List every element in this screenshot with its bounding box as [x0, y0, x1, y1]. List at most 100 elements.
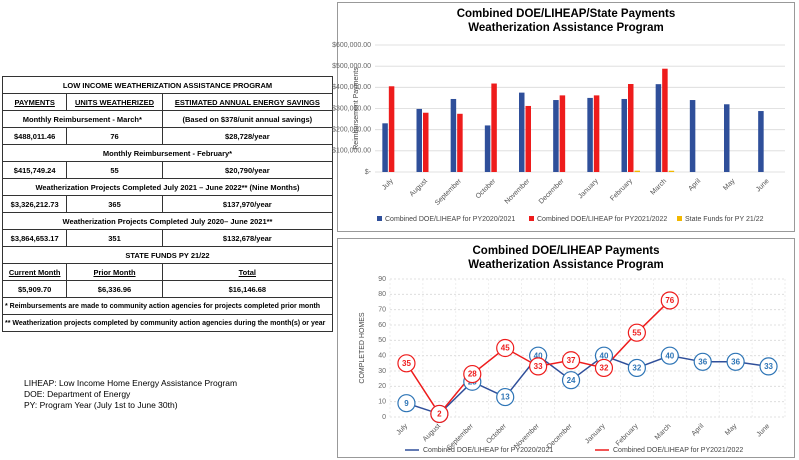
legend-label: Combined DOE/LIHEAP for PY2020/2021: [423, 447, 553, 454]
data-label: 37: [567, 356, 576, 365]
data-label: 36: [731, 357, 740, 366]
y-tick-label: 10: [378, 399, 386, 406]
note: PY: Program Year (July 1st to June 30th): [24, 400, 178, 410]
data-label: 45: [501, 344, 510, 353]
bar: [519, 92, 525, 172]
legend-swatch: [529, 216, 534, 221]
point-marker: [430, 404, 449, 424]
bar: [382, 123, 388, 172]
data-label: 32: [600, 364, 609, 373]
y-tick-label: $400,000.00: [332, 84, 371, 91]
bar: [587, 97, 593, 172]
bar: [525, 105, 531, 172]
y-tick-label: $100,000.00: [332, 148, 371, 155]
legend-label: Combined DOE/LIHEAP for PY2020/2021: [385, 216, 515, 223]
point-marker: [627, 358, 646, 378]
y-tick-label: 80: [378, 291, 386, 298]
bar: [655, 84, 662, 172]
point-marker: [496, 387, 515, 407]
table-row: $3,864,653.17 351 $132,678/year: [1, 229, 334, 247]
bar: [416, 108, 422, 172]
data-label: 28: [468, 370, 477, 379]
bar: [593, 95, 600, 172]
point-marker: [463, 364, 482, 384]
legend-swatch: [677, 216, 682, 221]
data-label: 40: [534, 351, 543, 360]
notes: LIHEAP: Low Income Home Energy Assistanc…: [24, 378, 237, 411]
point-marker: [397, 394, 416, 413]
y-tick-label: $500,000.00: [332, 63, 371, 70]
bar: [553, 100, 559, 172]
table-row: $3,326,212.73 365 $137,970/year: [1, 195, 334, 213]
y-tick-label: $600,000.00: [332, 42, 371, 49]
bar: [457, 113, 463, 172]
chart-subtitle: Weatherization Assistance Program: [468, 259, 664, 271]
y-tick-label: $200,000.00: [332, 127, 371, 134]
data-label: 2: [437, 410, 442, 419]
legend-label: Combined DOE/LIHEAP for PY2021/2022: [537, 216, 667, 223]
y-tick-label: 70: [378, 307, 386, 314]
table-cell: Prior Month: [66, 263, 163, 281]
y-tick-label: 20: [378, 383, 386, 390]
point-marker: [561, 351, 581, 370]
y-axis-title: Reimbursement Payments: [353, 67, 360, 150]
bar: [724, 104, 730, 172]
bar: [484, 125, 491, 172]
legend-label: Combined DOE/LIHEAP for PY2021/2022: [613, 447, 743, 454]
bar: [423, 112, 429, 172]
table-cell: Current Month: [1, 263, 68, 281]
summary-table: LOW INCOME WEATHERIZATION ASSISTANCE PRO…: [1, 76, 334, 332]
legend-label: State Funds for PY 21/22: [685, 216, 764, 223]
y-tick-label: 90: [378, 276, 386, 283]
data-label: 32: [632, 364, 641, 373]
note: DOE: Department of Energy: [24, 389, 131, 399]
point-marker: [693, 352, 712, 371]
bar: [758, 111, 764, 172]
y-tick-label: 60: [378, 322, 386, 329]
point-marker: [397, 354, 416, 373]
chart-subtitle: Weatherization Assistance Program: [468, 22, 664, 34]
point-marker: [660, 346, 679, 365]
data-label: 33: [764, 362, 773, 371]
bar: [491, 83, 497, 172]
chart-title: Combined DOE/LIHEAP/State Payments: [457, 8, 676, 20]
y-tick-label: 40: [378, 353, 386, 360]
bar: [689, 100, 696, 172]
note: LIHEAP: Low Income Home Energy Assistanc…: [24, 378, 238, 388]
point-marker: [561, 371, 581, 390]
data-label: 9: [404, 399, 409, 408]
point-marker: [627, 323, 646, 342]
y-axis-title: COMPLETED HOMES: [359, 312, 366, 384]
y-tick-label: 50: [378, 337, 386, 344]
table-row: ** Weatherization projects completed by …: [2, 314, 333, 332]
legend-swatch: [377, 216, 382, 221]
y-tick-label: 30: [378, 368, 386, 375]
point-marker: [529, 357, 548, 376]
data-label: 40: [600, 351, 609, 360]
data-label: 13: [501, 393, 510, 402]
data-label: 40: [665, 351, 674, 360]
chart-frame: [337, 2, 795, 232]
bar: [450, 98, 457, 172]
data-label: 36: [698, 357, 707, 366]
data-label: 55: [632, 328, 641, 337]
bar: [628, 83, 634, 172]
data-label: 33: [534, 362, 543, 371]
data-label: 24: [567, 376, 576, 385]
table-body: LOW INCOME WEATHERIZATION ASSISTANCE PRO…: [1, 76, 334, 332]
data-label: 76: [665, 296, 674, 305]
table-cell: $415,749.24: [1, 161, 68, 179]
point-marker: [594, 358, 614, 378]
point-marker: [496, 338, 515, 358]
bar: [668, 170, 675, 172]
table-row: Current Month Prior Month Total: [1, 263, 334, 281]
bar: [559, 95, 566, 172]
bar: [634, 170, 640, 172]
table-row: PAYMENTS UNITS WEATHERIZED ESTIMATED ANNUA…: [1, 93, 334, 111]
data-label: 35: [402, 359, 411, 368]
bar: [662, 68, 668, 172]
point-marker: [726, 352, 745, 371]
y-tick-label: $300,000.00: [332, 105, 371, 112]
